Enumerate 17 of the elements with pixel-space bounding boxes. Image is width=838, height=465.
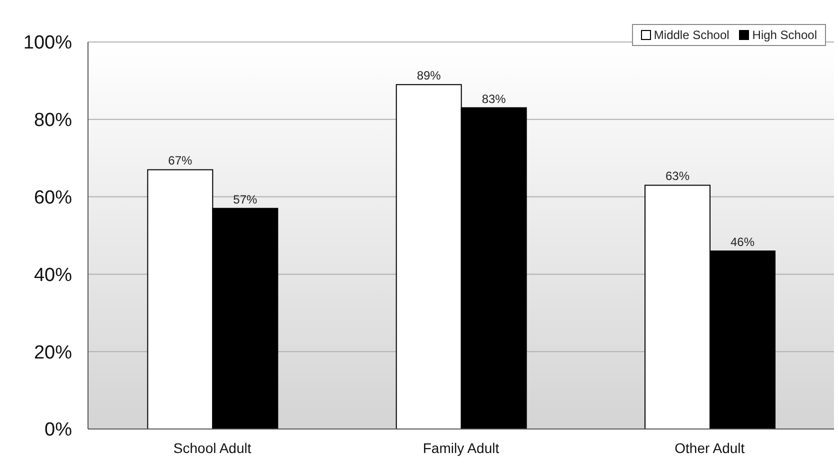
data-label: 83% bbox=[482, 92, 506, 106]
legend-label: Middle School bbox=[652, 28, 730, 42]
data-label: 46% bbox=[730, 234, 755, 249]
data-label: 57% bbox=[233, 192, 258, 206]
data-label: 67% bbox=[168, 154, 193, 168]
y-tick-label: 20% bbox=[34, 342, 72, 364]
x-tick-label: Other Adult bbox=[674, 440, 745, 456]
x-tick-label: Family Adult bbox=[422, 440, 500, 456]
y-tick-label: 60% bbox=[34, 188, 72, 209]
legend-label: High School bbox=[751, 28, 817, 42]
y-tick-label: 80% bbox=[34, 110, 72, 132]
y-tick-label: 100% bbox=[23, 32, 72, 54]
data-label: 63% bbox=[666, 169, 690, 184]
y-tick-label: 40% bbox=[34, 264, 72, 286]
y-tick-label: 0% bbox=[44, 420, 72, 441]
data-label: 89% bbox=[416, 68, 442, 83]
x-tick-label: School Adult bbox=[173, 440, 252, 456]
